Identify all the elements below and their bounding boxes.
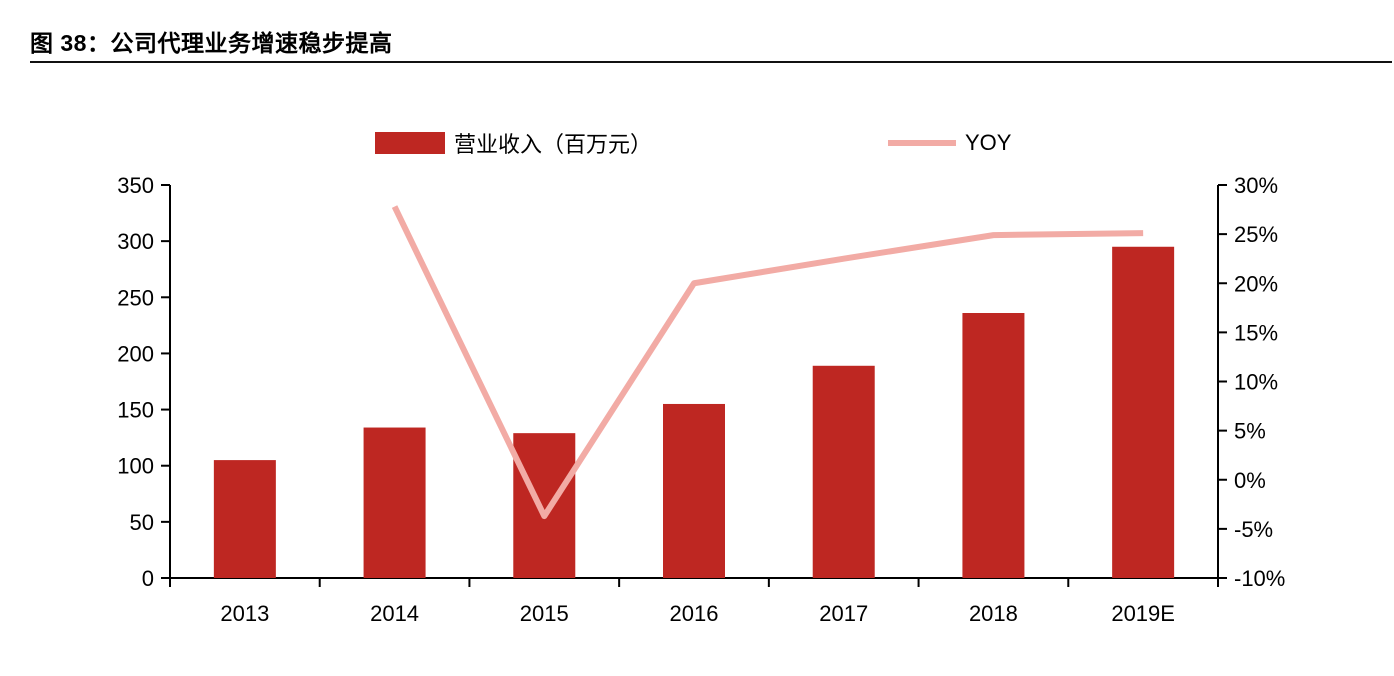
- left-axis-label: 100: [117, 454, 154, 479]
- left-axis-label: 50: [130, 510, 154, 535]
- bar-2017: [812, 365, 875, 578]
- x-axis-label: 2016: [670, 601, 719, 626]
- x-axis-label: 2019E: [1111, 601, 1175, 626]
- right-axis-label: 10%: [1234, 370, 1278, 395]
- bar-2014: [363, 427, 426, 578]
- legend-item-revenue: 营业收入（百万元）: [375, 129, 652, 157]
- right-axis-label: 5%: [1234, 419, 1266, 444]
- bar-2013: [213, 460, 276, 578]
- x-axis-label: 2018: [969, 601, 1018, 626]
- right-axis-label: -5%: [1234, 517, 1273, 542]
- bar-swatch: [375, 132, 445, 154]
- legend-label-revenue: 营业收入（百万元）: [454, 132, 653, 157]
- left-axis-label: 250: [117, 285, 154, 310]
- x-axis-label: 2015: [520, 601, 569, 626]
- bar-2018: [962, 313, 1025, 578]
- right-axis-label: 20%: [1234, 271, 1278, 296]
- right-axis-label: 25%: [1234, 222, 1278, 247]
- left-axis-label: 300: [117, 229, 154, 254]
- right-axis-label: -10%: [1234, 566, 1285, 591]
- figure-title: 图 38：公司代理业务增速稳步提高: [30, 30, 393, 56]
- bar-2016: [663, 403, 725, 578]
- bar-2015: [513, 433, 576, 578]
- legend-item-yoy: YOY: [888, 129, 1011, 157]
- legend-label-yoy: YOY: [965, 130, 1012, 155]
- left-axis-label: 0: [142, 566, 154, 591]
- line-swatch: [888, 140, 956, 146]
- left-axis-label: 150: [117, 398, 154, 423]
- chart-legend: 营业收入（百万元） YOY: [0, 129, 1394, 157]
- left-axis-label: 350: [117, 173, 154, 198]
- title-divider: [30, 61, 1392, 63]
- right-axis-label: 30%: [1234, 173, 1278, 198]
- right-axis-label: 0%: [1234, 468, 1266, 493]
- chart-plot: 0 50 100 150 200 250 300 350 -10% -5% 0% 5% 10% 15% 20…: [117, 173, 1285, 626]
- x-axis-label: 2014: [370, 601, 419, 626]
- x-axis-label: 2013: [220, 601, 269, 626]
- x-axis-label: 2017: [819, 601, 868, 626]
- bar-2019E: [1112, 246, 1175, 578]
- yoy-line: [391, 205, 1144, 520]
- right-axis-label: 15%: [1234, 320, 1278, 345]
- left-axis-label: 200: [117, 341, 154, 366]
